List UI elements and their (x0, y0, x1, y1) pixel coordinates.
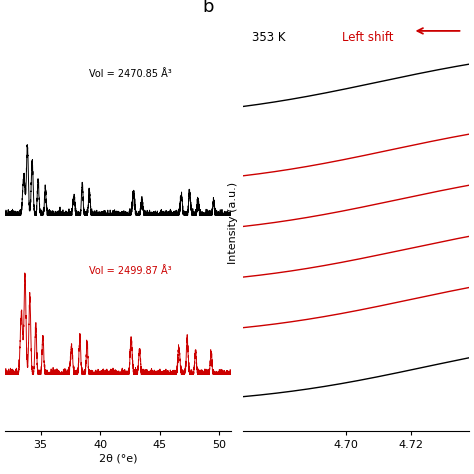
Text: b: b (202, 0, 213, 16)
Y-axis label: Intensity (a.u.): Intensity (a.u.) (228, 182, 238, 264)
X-axis label: 2θ (°e): 2θ (°e) (99, 453, 137, 463)
Text: Vol = 2499.87 Å³: Vol = 2499.87 Å³ (89, 266, 171, 276)
Text: Vol = 2470.85 Å³: Vol = 2470.85 Å³ (89, 69, 171, 79)
Text: 353 K: 353 K (252, 31, 285, 44)
Text: Left shift: Left shift (342, 31, 394, 44)
